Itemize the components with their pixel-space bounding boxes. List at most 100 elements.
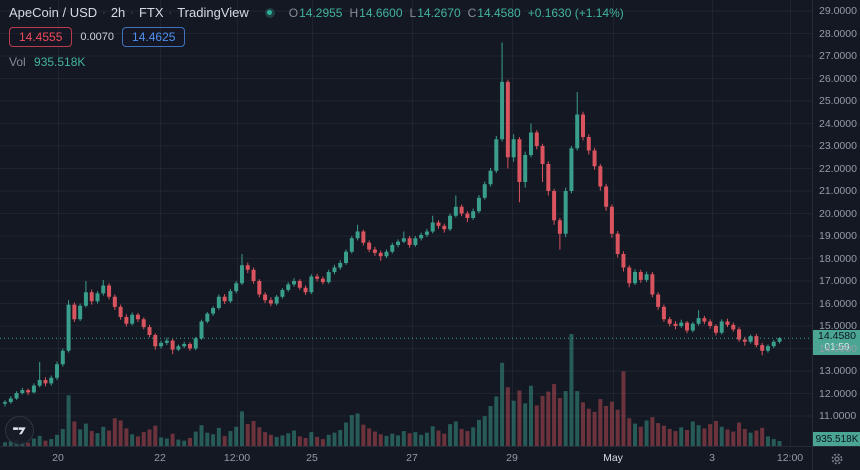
candle-body [211, 308, 216, 314]
price-tick-label: 27.0000 [819, 50, 857, 62]
spread-value: 0.0070 [80, 31, 115, 43]
candle-body [55, 364, 60, 378]
chart-canvas[interactable] [0, 0, 812, 446]
candle-body [31, 385, 36, 393]
bid-button[interactable]: 14.4555 [9, 27, 73, 47]
volume-bar [292, 430, 296, 446]
volume-badge: 935.518K [813, 432, 860, 446]
price-tick-label: 19.0000 [819, 230, 857, 242]
volume-bar [60, 428, 65, 446]
tradingview-logo[interactable] [5, 416, 34, 445]
candle-body [771, 341, 776, 347]
volume-bar [280, 435, 285, 446]
candle-body [89, 292, 94, 302]
candle-body [725, 321, 730, 325]
chart-settings-corner[interactable] [812, 446, 860, 470]
candle-body [528, 132, 533, 155]
volume-bar [476, 419, 481, 446]
ask-button[interactable]: 14.4625 [122, 27, 186, 47]
volume-bar [638, 426, 643, 446]
low-value: 14.2670 [417, 5, 461, 20]
candle-body [245, 265, 250, 270]
time-tick-label: 20 [52, 452, 64, 464]
candle-body [14, 393, 19, 399]
candle-body [737, 329, 742, 340]
candle-body [731, 324, 736, 330]
volume-bar [3, 442, 7, 446]
volume-bar [349, 415, 354, 446]
candle-body [228, 291, 233, 302]
open-value: 14.2955 [299, 5, 343, 20]
exchange-name[interactable]: FTX [138, 5, 164, 20]
volume-bar [135, 436, 140, 446]
candle-body [37, 380, 42, 386]
volume-bar [147, 429, 152, 446]
volume-bar [650, 417, 655, 446]
volume-bar [338, 430, 343, 446]
tradingview-logo-icon [13, 427, 26, 435]
volume-row: Vol 935.518K [9, 55, 624, 69]
volume-bar [667, 428, 672, 446]
candle-body [476, 197, 481, 212]
change-value: +0.1630 (+1.14%) [527, 5, 624, 20]
volume-bar [37, 435, 42, 446]
volume-bar [228, 431, 233, 446]
volume-bar [320, 439, 325, 446]
volume-bar [141, 432, 146, 446]
candle-body [3, 402, 7, 404]
candle-body [147, 327, 152, 335]
volume-bar [43, 440, 48, 446]
candle-body [78, 305, 83, 320]
time-axis[interactable]: 20 22 12:00 25 27 29 May 3 12:00 [0, 446, 812, 470]
symbol-name[interactable]: ApeCoin / USD [9, 5, 98, 20]
candle-body [569, 148, 574, 191]
volume-bar [482, 416, 487, 446]
volume-bar [234, 426, 239, 446]
platform-name[interactable]: TradingView [177, 5, 249, 20]
volume-bar [89, 431, 94, 446]
candle-body [667, 319, 672, 324]
volume-bar [159, 437, 164, 446]
candle-body [367, 242, 372, 250]
volume-bar [771, 439, 776, 446]
symbol-row: ApeCoin / USD · 2h · FTX · TradingView O… [9, 5, 624, 20]
candle-body [239, 265, 244, 284]
volume-bar [459, 428, 464, 446]
candle-body [112, 296, 117, 307]
volume-bar [581, 402, 585, 446]
volume-bar [297, 436, 302, 446]
interval-button[interactable]: 2h [110, 5, 126, 20]
volume-bar [742, 428, 747, 446]
volume-bar [401, 431, 406, 446]
candle-body [83, 292, 88, 306]
candle-body [621, 254, 626, 268]
candle-body [615, 233, 620, 254]
volume-bar [754, 430, 759, 446]
price-axis[interactable]: 14.4580 01:59 935.518K 29.0000 28.0000 27.… [812, 0, 860, 446]
price-tick-label: 23.0000 [819, 140, 857, 152]
volume-bar [644, 420, 649, 446]
volume-bar [407, 433, 412, 446]
price-tick-label: 28.0000 [819, 27, 857, 40]
candle-body [326, 272, 331, 283]
candle-body [170, 340, 175, 350]
candle-body [135, 314, 140, 320]
candle-body [216, 296, 221, 308]
candle-body [396, 241, 401, 245]
volume-bar [765, 436, 770, 446]
candle-body [251, 269, 256, 281]
candle-body [26, 390, 31, 393]
candle-body [604, 186, 609, 207]
candle-body [320, 278, 325, 283]
candle-body [436, 222, 441, 226]
volume-bar [182, 440, 187, 446]
bar-countdown: 01:59 [824, 342, 850, 354]
volume-bar [598, 399, 603, 446]
candle-body [586, 137, 591, 151]
volume-bar [719, 426, 724, 446]
price-tick-label: 21.0000 [819, 185, 857, 197]
candle-body [557, 220, 562, 234]
price-tick-label: 13.0000 [819, 365, 857, 377]
volume-bar [604, 406, 609, 446]
volume-bar [511, 400, 516, 446]
